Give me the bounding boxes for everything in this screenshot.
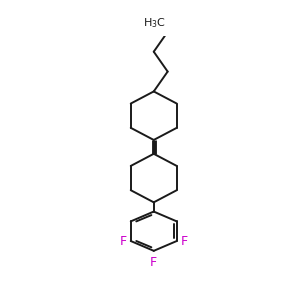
Text: F: F [181,235,188,248]
Text: F: F [119,235,127,248]
Text: F: F [150,256,157,269]
Text: H$_3$C: H$_3$C [143,16,166,30]
